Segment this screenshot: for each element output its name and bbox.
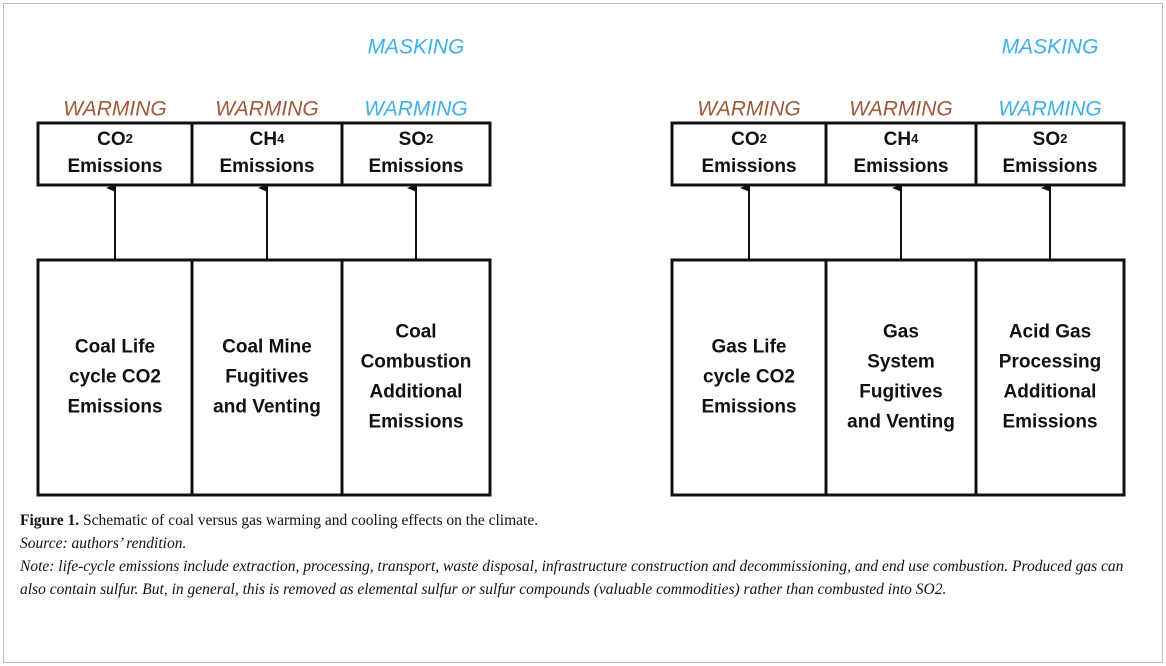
source-label: cycle CO2 xyxy=(703,367,795,388)
formula: CH xyxy=(884,129,911,150)
formula-subscript: 4 xyxy=(277,131,285,146)
source-label: Coal Mine xyxy=(222,337,312,358)
caption: Figure 1. Schematic of coal versus gas w… xyxy=(20,509,1150,601)
source-label: cycle CO2 xyxy=(69,367,161,388)
figure-text: Schematic of coal versus gas warming and… xyxy=(83,512,539,529)
formula: CO xyxy=(731,129,760,150)
formula-subscript: 2 xyxy=(760,131,767,146)
formula-subscript: 2 xyxy=(426,131,433,146)
source-box-row xyxy=(670,258,1126,497)
source-label: Emissions xyxy=(701,397,796,418)
source: Source: authors’ rendition. xyxy=(20,535,187,552)
source-label: Processing xyxy=(999,352,1101,373)
source-label: Additional xyxy=(1004,382,1097,403)
source-label: Coal xyxy=(395,322,436,343)
effect-label: WARMING xyxy=(998,98,1101,121)
emission-label: Emissions xyxy=(853,156,948,177)
source-label: and Venting xyxy=(213,397,321,418)
emission-label: Emissions xyxy=(368,156,463,177)
emission-formula: CH4 xyxy=(250,129,285,150)
effect-label: WARMING xyxy=(364,98,467,121)
source-label: System xyxy=(867,352,935,373)
source-label: Gas xyxy=(883,322,919,343)
emission-label: Emissions xyxy=(1002,156,1097,177)
source-label: Gas Life xyxy=(712,337,787,358)
effect-label: WARMING xyxy=(697,98,800,121)
formula: SO xyxy=(1033,129,1060,150)
note: Note: life-cycle emissions include extra… xyxy=(20,558,1124,598)
source-label: Fugitives xyxy=(859,382,942,403)
source-label: Additional xyxy=(370,382,463,403)
effect-label: WARMING xyxy=(215,98,318,121)
emission-formula: SO2 xyxy=(1033,129,1068,150)
emission-formula: CO2 xyxy=(97,129,133,150)
source-label: and Venting xyxy=(847,412,955,433)
formula: CO xyxy=(97,129,126,150)
formula: SO xyxy=(399,129,426,150)
figure-frame xyxy=(3,3,1163,663)
emission-label: Emissions xyxy=(219,156,314,177)
source-label: Combustion xyxy=(361,352,472,373)
formula-subscript: 4 xyxy=(911,131,919,146)
source-label: Emissions xyxy=(1002,412,1097,433)
effect-label: WARMING xyxy=(63,98,166,121)
effect-label: WARMING xyxy=(849,98,952,121)
emission-formula: CO2 xyxy=(731,129,767,150)
source-label: Coal Life xyxy=(75,337,155,358)
effect-label: MASKING xyxy=(1002,36,1099,59)
source-label: Acid Gas xyxy=(1009,322,1091,343)
effect-label: MASKING xyxy=(368,36,465,59)
source-label: Fugitives xyxy=(225,367,308,388)
source-label: Emissions xyxy=(368,412,463,433)
emission-formula: SO2 xyxy=(399,129,434,150)
emission-label: Emissions xyxy=(67,156,162,177)
source-box-row xyxy=(36,258,492,497)
source-label: Emissions xyxy=(67,397,162,418)
emission-label: Emissions xyxy=(701,156,796,177)
formula: CH xyxy=(250,129,277,150)
emission-formula: CH4 xyxy=(884,129,919,150)
formula-subscript: 2 xyxy=(126,131,133,146)
figure-caption: Figure 1. Schematic of coal versus gas w… xyxy=(20,509,1150,532)
formula-subscript: 2 xyxy=(1060,131,1067,146)
figure-label: Figure 1. xyxy=(20,512,80,529)
